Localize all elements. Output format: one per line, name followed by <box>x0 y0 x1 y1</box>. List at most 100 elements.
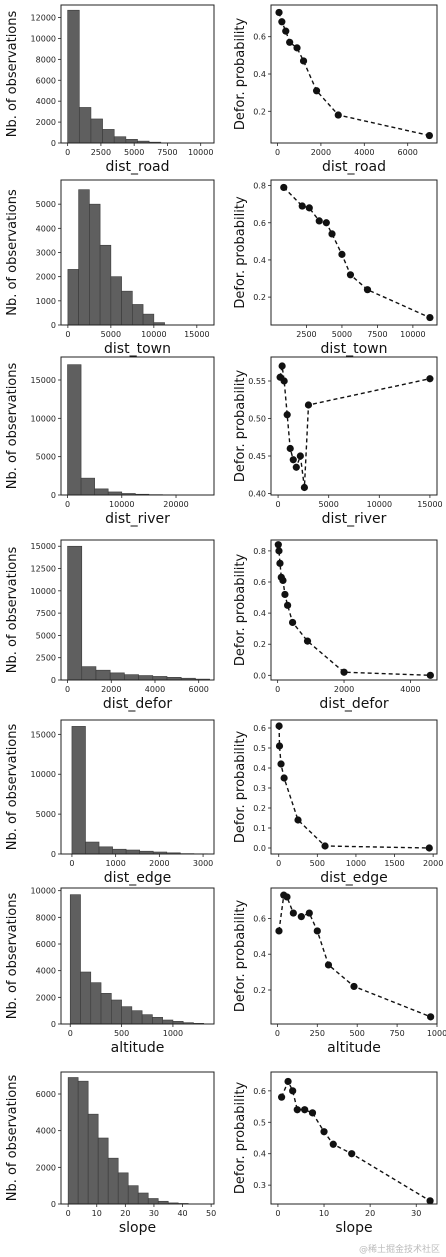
y-tick-label: 10000 <box>31 414 56 423</box>
probability-point <box>276 559 284 567</box>
watermark: @稀土掘金技术社区 <box>358 1245 440 1255</box>
y-tick-label: 0.2 <box>253 293 266 302</box>
x-tick-label: 500 <box>310 859 325 868</box>
x-tick-label: 500 <box>114 1029 129 1038</box>
x-axis-label: dist_defor <box>319 696 389 712</box>
x-axis-label: dist_edge <box>320 870 388 886</box>
histogram-bar <box>67 269 79 326</box>
x-tick-label: 0 <box>65 330 70 339</box>
y-tick-label: 0.8 <box>253 547 266 556</box>
probability-point <box>284 601 292 609</box>
probability-point <box>301 1106 309 1114</box>
histogram-bar <box>80 971 92 1025</box>
axes-frame <box>60 356 215 496</box>
y-tick-label: 12000 <box>31 14 56 23</box>
probability-point <box>275 547 283 555</box>
x-tick-label: 0 <box>66 1209 71 1218</box>
y-tick-label: 6000 <box>36 940 56 949</box>
histogram-bar <box>80 477 95 496</box>
histogram-bar <box>97 1137 109 1205</box>
y-tick-label: 0 <box>51 491 56 500</box>
histogram-bar <box>142 313 155 326</box>
x-tick-label: 0 <box>275 685 280 694</box>
y-tick-label: 10000 <box>31 34 56 43</box>
probability-point <box>315 217 323 225</box>
probability-point <box>303 637 312 645</box>
x-tick-label: 20000 <box>163 500 188 509</box>
histogram-bar <box>71 726 86 855</box>
probability-point <box>280 183 288 192</box>
probability-line <box>280 1079 431 1202</box>
axes-frame <box>60 1071 215 1205</box>
x-tick-label: 7500 <box>367 330 387 339</box>
histogram-bar <box>117 1172 129 1205</box>
histogram-bar <box>67 9 80 144</box>
y-tick-label: 5000 <box>36 810 56 819</box>
x-tick-label: 4000 <box>400 685 420 694</box>
histogram-bar <box>67 545 83 681</box>
hist-altitude: 0 500 10000200040006000800010000altitudeNb… <box>5 887 215 1056</box>
probability-point <box>426 313 434 322</box>
probability-point <box>284 1077 292 1086</box>
y-axis-label: Nb. of observations <box>5 892 20 1019</box>
probability-point <box>350 982 358 991</box>
x-tick-label: 1000 <box>346 859 366 868</box>
probability-point <box>426 1197 434 1205</box>
probability-point <box>328 230 336 238</box>
prob-dist-river: 0 5000 10000 15000 0.40 0.45 0.50 0.55 dist_rive… <box>233 356 443 527</box>
y-tick-label: 0.3 <box>253 1181 266 1190</box>
x-axis-label: slope <box>119 1220 156 1236</box>
probability-point <box>282 27 290 35</box>
y-axis-label: Defor. probability <box>233 731 248 844</box>
y-tick-label: 8000 <box>36 55 56 64</box>
probability-point <box>275 742 284 750</box>
probability-point <box>278 362 286 370</box>
y-tick-label: 6000 <box>36 76 56 85</box>
y-tick-label: 0.5 <box>253 1118 266 1127</box>
prob-dist-defor: 0 2000 4000 0.0 0.2 0.4 0.6 0.8 dist_defor Defor.… <box>233 539 438 712</box>
probability-point <box>283 411 291 419</box>
x-tick-label: 0 <box>275 1029 280 1038</box>
axes-frame <box>270 356 438 496</box>
x-tick-label: 10000 <box>109 500 134 509</box>
probability-point <box>298 202 306 210</box>
y-tick-label: 1000 <box>36 297 56 306</box>
probability-point <box>278 1093 286 1101</box>
histogram-bar <box>152 1017 163 1025</box>
histogram-bar <box>125 849 140 855</box>
histogram-bar <box>99 244 112 326</box>
histogram-bar <box>121 1006 133 1025</box>
x-tick-label: 1000 <box>163 1029 183 1038</box>
y-tick-label: 0.1 <box>253 824 266 833</box>
probability-point <box>338 250 346 258</box>
y-tick-label: 2000 <box>36 1163 56 1172</box>
x-tick-label: 3000 <box>193 859 213 868</box>
probability-point <box>426 671 434 679</box>
y-axis-label: Nb. of observations <box>5 362 20 489</box>
y-tick-label: 8000 <box>36 913 56 922</box>
y-tick-label: 0.55 <box>248 377 266 386</box>
x-axis-label: altitude <box>111 1040 165 1056</box>
x-axis-label: dist_defor <box>103 696 173 712</box>
x-tick-label: 5000 <box>332 330 352 339</box>
x-axis-label: altitude <box>327 1040 381 1056</box>
probability-point <box>286 444 294 453</box>
y-tick-label: 7500 <box>36 609 56 618</box>
y-tick-label: 0.6 <box>253 1087 266 1096</box>
probability-point <box>281 590 289 599</box>
y-tick-label: 0.6 <box>253 914 266 923</box>
probability-point <box>305 204 313 212</box>
probability-line <box>283 186 431 319</box>
histogram-bar <box>125 139 138 144</box>
x-tick-label: 5000 <box>319 500 339 509</box>
histogram-bar <box>78 107 92 144</box>
x-tick-label: 20 <box>365 1209 375 1218</box>
x-tick-label: 20 <box>120 1209 130 1218</box>
axes-frame <box>60 4 215 144</box>
probability-point <box>277 760 285 768</box>
x-tick-label: 0 <box>65 685 70 694</box>
probability-point <box>283 893 291 901</box>
y-tick-label: 2500 <box>36 654 56 663</box>
hist-dist-river: 0 10000 20000 0 5000 10000 15000 dist_river Nb. … <box>5 356 215 527</box>
x-tick-label: 15000 <box>417 500 442 509</box>
